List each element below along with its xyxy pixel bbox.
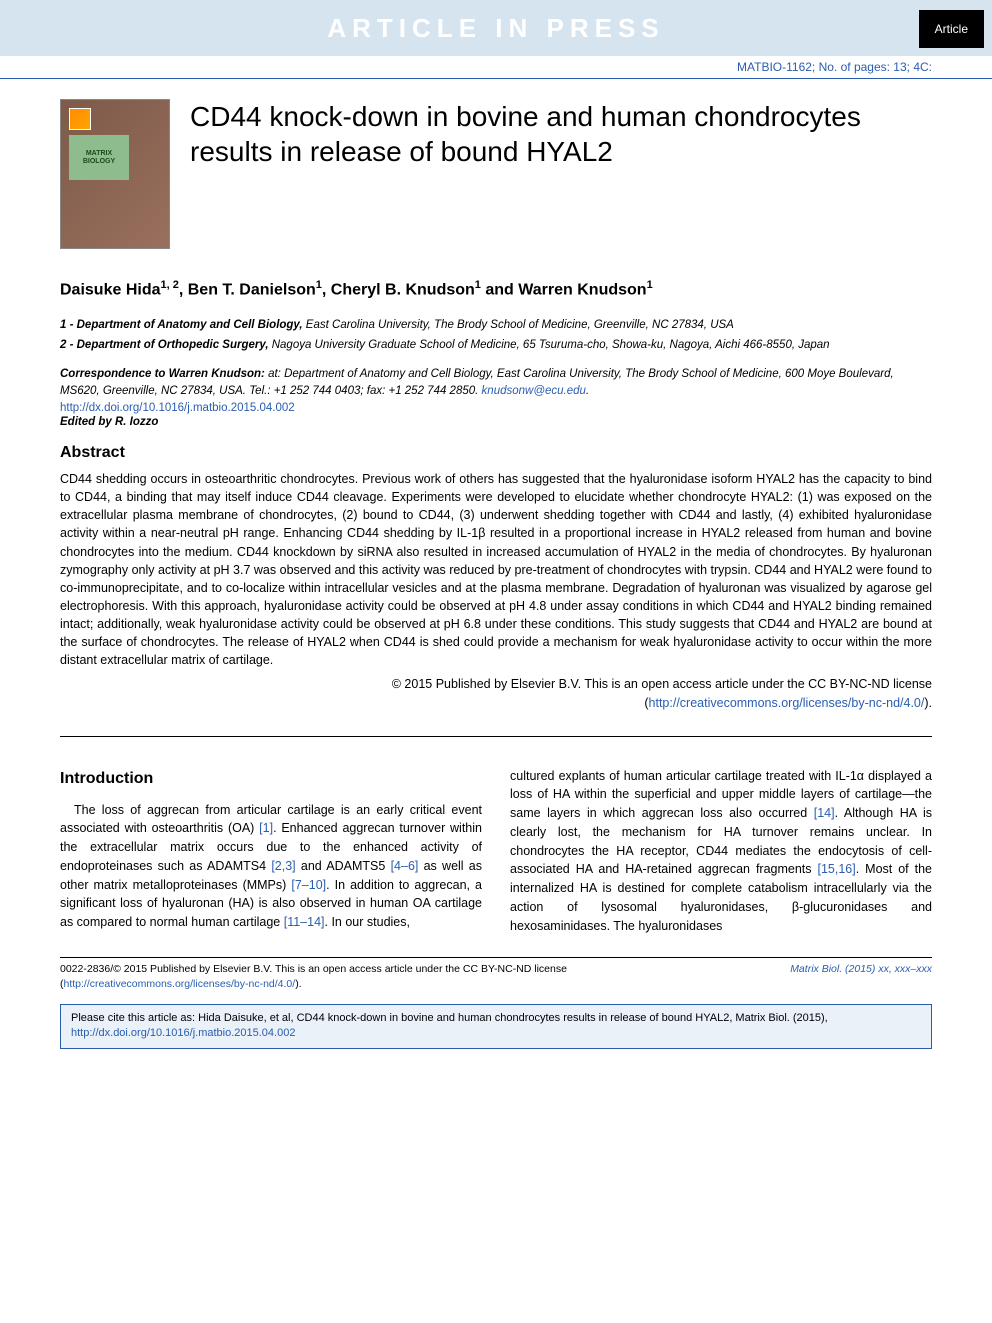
cite-text: Please cite this article as: Hida Daisuk…: [71, 1012, 828, 1024]
ref-link[interactable]: [7–10]: [291, 878, 326, 892]
footer-journal-name: Matrix Biol.: [790, 963, 842, 975]
author-affil-sup: 1: [316, 279, 322, 291]
journal-cover-label: MATRIX BIOLOGY: [69, 135, 129, 180]
author-affil-sup: 1, 2: [160, 279, 178, 291]
ref-link[interactable]: [2,3]: [271, 859, 295, 873]
abstract-heading: Abstract: [60, 444, 932, 462]
cite-doi-link[interactable]: http://dx.doi.org/10.1016/j.matbio.2015.…: [71, 1027, 295, 1039]
article-in-press-banner: ARTICLE IN PRESS Article: [0, 0, 992, 56]
affiliation-line: 2 - Department of Orthopedic Surgery, Na…: [60, 337, 932, 353]
footer-cc-link[interactable]: http://creativecommons.org/licenses/by-n…: [64, 978, 296, 990]
correspondence: Correspondence to Warren Knudson: at: De…: [60, 366, 932, 401]
journal-cover-thumbnail: MATRIX BIOLOGY: [60, 99, 170, 249]
two-column-body: Introduction The loss of aggrecan from a…: [60, 767, 932, 936]
ref-link[interactable]: [1]: [259, 821, 273, 835]
banner-text: ARTICLE IN PRESS: [327, 13, 664, 44]
edited-by-line: Edited by R. Iozzo: [60, 416, 932, 428]
footer-line: Matrix Biol. (2015) xx, xxx–xxx 0022-283…: [60, 957, 932, 991]
footer-pages: (2015) xx, xxx–xxx: [845, 963, 932, 975]
correspondence-lead: Correspondence to Warren Knudson:: [60, 368, 265, 380]
correspondence-email-link[interactable]: knudsonw@ecu.edu: [482, 385, 586, 397]
intro-paragraph-right: cultured explants of human articular car…: [510, 767, 932, 936]
abstract-text: CD44 shedding occurs in osteoarthritic c…: [60, 470, 932, 669]
page-content: MATRIX BIOLOGY CD44 knock-down in bovine…: [0, 99, 992, 992]
author-name: Cheryl B. Knudson: [331, 281, 475, 298]
article-title: CD44 knock-down in bovine and human chon…: [190, 99, 932, 249]
author-name: Warren Knudson: [518, 281, 646, 298]
article-tag: Article: [919, 10, 984, 48]
footer-journal-ref: Matrix Biol. (2015) xx, xxx–xxx: [790, 962, 932, 977]
affiliation-line: 1 - Department of Anatomy and Cell Biolo…: [60, 317, 932, 333]
author-name: Ben T. Danielson: [188, 281, 316, 298]
section-divider: [60, 736, 932, 737]
introduction-heading: Introduction: [60, 767, 482, 791]
cite-this-article-box: Please cite this article as: Hida Daisuk…: [60, 1004, 932, 1049]
doi-link[interactable]: http://dx.doi.org/10.1016/j.matbio.2015.…: [60, 402, 295, 414]
ref-link[interactable]: [4–6]: [391, 859, 419, 873]
author-affil-sup: 1: [647, 279, 653, 291]
author-name: Daisuke Hida: [60, 281, 160, 298]
ref-link[interactable]: [14]: [814, 806, 835, 820]
authors-line: Daisuke Hida1, 2, Ben T. Danielson1, Che…: [60, 279, 932, 299]
ref-link[interactable]: [11–14]: [284, 915, 325, 929]
copyright-line: © 2015 Published by Elsevier B.V. This i…: [60, 675, 932, 711]
text-run: . In our studies,: [325, 915, 410, 929]
affiliations: 1 - Department of Anatomy and Cell Biolo…: [60, 317, 932, 353]
title-row: MATRIX BIOLOGY CD44 knock-down in bovine…: [60, 99, 932, 249]
doi-line: http://dx.doi.org/10.1016/j.matbio.2015.…: [60, 402, 932, 414]
text-run: and ADAMTS5: [296, 859, 391, 873]
column-left: Introduction The loss of aggrecan from a…: [60, 767, 482, 936]
intro-paragraph-left: The loss of aggrecan from articular cart…: [60, 801, 482, 932]
column-right: cultured explants of human articular car…: [510, 767, 932, 936]
matbio-reference-line: MATBIO-1162; No. of pages: 13; 4C:: [0, 56, 992, 79]
ref-link[interactable]: [15,16]: [818, 862, 856, 876]
footer-issn-text: 0022-2836/© 2015 Published by Elsevier B…: [60, 963, 567, 975]
author-affil-sup: 1: [475, 279, 481, 291]
copyright-text: © 2015 Published by Elsevier B.V. This i…: [392, 677, 932, 691]
cc-license-link[interactable]: http://creativecommons.org/licenses/by-n…: [649, 696, 925, 710]
